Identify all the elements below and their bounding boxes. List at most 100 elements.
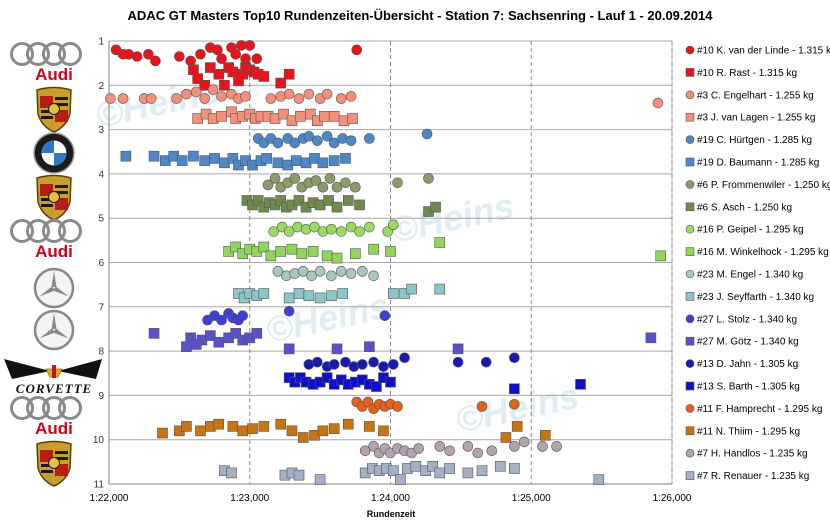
data-point-circle [293, 93, 305, 104]
series-points [268, 219, 399, 237]
data-point-square [283, 343, 295, 355]
y-tick-label: 7 [98, 302, 104, 313]
data-point-square [219, 80, 230, 91]
data-point-square [323, 195, 334, 206]
mercedes-star-logo [33, 267, 75, 309]
x-tick-label: 1:25,000 [512, 493, 551, 504]
data-point-circle [388, 219, 399, 231]
x-tick-label: 1:26,000 [653, 493, 692, 504]
data-point-square [272, 157, 284, 169]
legend-marker [685, 404, 695, 413]
legend-marker [685, 381, 695, 391]
data-point-square [328, 155, 340, 166]
svg-text:Audi: Audi [35, 419, 73, 438]
data-point-square [321, 372, 333, 383]
data-point-square [290, 155, 302, 166]
legend-marker [685, 426, 695, 436]
porsche-crest-logo [36, 86, 72, 133]
data-point-square [303, 290, 315, 302]
data-point-square [317, 425, 329, 437]
data-point-square [593, 474, 605, 485]
data-point-circle [216, 314, 227, 326]
data-point-square [188, 150, 199, 162]
data-point-circle [444, 445, 455, 457]
legend-label: #7 R. Renauer - 1.235 kg [697, 471, 809, 482]
legend-marker [685, 359, 695, 368]
data-point-circle [207, 84, 219, 96]
y-tick-label: 2 [98, 81, 104, 92]
data-point-circle [345, 268, 357, 279]
legend-label: #7 H. Handlos - 1.235 kg [697, 449, 808, 460]
data-point-square [258, 71, 270, 82]
data-point-circle [321, 130, 333, 142]
data-point-circle [328, 137, 340, 149]
legend-label: #3 C. Engelhart - 1.255 kg [697, 90, 814, 101]
data-point-square [406, 283, 417, 295]
data-point-square [148, 150, 160, 162]
data-point-circle [421, 128, 433, 140]
data-point-circle [230, 48, 241, 60]
data-point-circle [312, 135, 323, 146]
data-point-square [297, 432, 309, 443]
data-point-square [540, 429, 551, 441]
series-points [202, 305, 391, 326]
data-point-square [337, 288, 348, 299]
data-point-square [275, 246, 287, 257]
data-point-square [385, 376, 396, 388]
data-point-circle [317, 181, 329, 193]
data-point-square [120, 150, 132, 162]
data-point-circle [368, 356, 379, 368]
y-axis-ticks: 1 2 3 4 5 6 7 8 9 10 11 [93, 37, 105, 491]
data-point-circle [378, 361, 389, 372]
series-points [262, 173, 434, 193]
data-point-circle [328, 359, 340, 370]
x-tick-label: 1:23,000 [230, 493, 269, 504]
data-point-square [342, 195, 354, 206]
porsche-crest-logo [36, 174, 72, 221]
data-point-square [378, 425, 389, 437]
chart-title: ADAC GT Masters Top10 Rundenzeiten-Übers… [128, 8, 714, 23]
legend-marker [685, 471, 695, 480]
data-point-circle [509, 398, 520, 410]
data-point-circle [364, 133, 375, 144]
data-point-square [395, 474, 406, 485]
legend-marker [685, 202, 695, 212]
data-point-circle [244, 40, 256, 51]
data-point-circle [262, 179, 274, 191]
data-point-square [347, 113, 358, 124]
data-point-circle [324, 173, 336, 184]
data-point-square [190, 339, 202, 350]
data-point-circle [423, 173, 434, 184]
data-point-square [230, 241, 241, 253]
data-point-square [275, 195, 287, 206]
data-point-circle [472, 447, 484, 459]
y-tick-label: 8 [98, 347, 104, 358]
data-point-square [328, 111, 340, 122]
data-point-square [321, 250, 333, 262]
data-point-square [265, 250, 277, 262]
series-points [105, 84, 664, 109]
data-point-square [319, 111, 330, 122]
data-point-circle [537, 441, 548, 452]
data-point-circle [335, 266, 347, 277]
data-point-circle [171, 93, 182, 104]
data-point-square [195, 425, 206, 437]
data-point-square [388, 465, 399, 477]
data-point-circle [399, 352, 410, 364]
legend-marker [685, 68, 695, 77]
data-point-square [354, 199, 365, 211]
legend-marker [685, 157, 695, 167]
data-point-circle [413, 443, 424, 454]
series-points [120, 150, 351, 171]
bmw-logo [33, 132, 75, 174]
data-point-circle [310, 175, 322, 186]
series-points [188, 62, 295, 91]
data-point-square [476, 465, 488, 477]
legend-label: #11 N. Thiim - 1.295 kg [697, 426, 800, 437]
data-point-circle [303, 130, 315, 142]
audi-logo: Audi [10, 219, 82, 261]
series-points [192, 106, 358, 127]
data-point-square [295, 111, 306, 122]
data-point-square [188, 64, 199, 76]
data-point-circle [240, 53, 251, 65]
